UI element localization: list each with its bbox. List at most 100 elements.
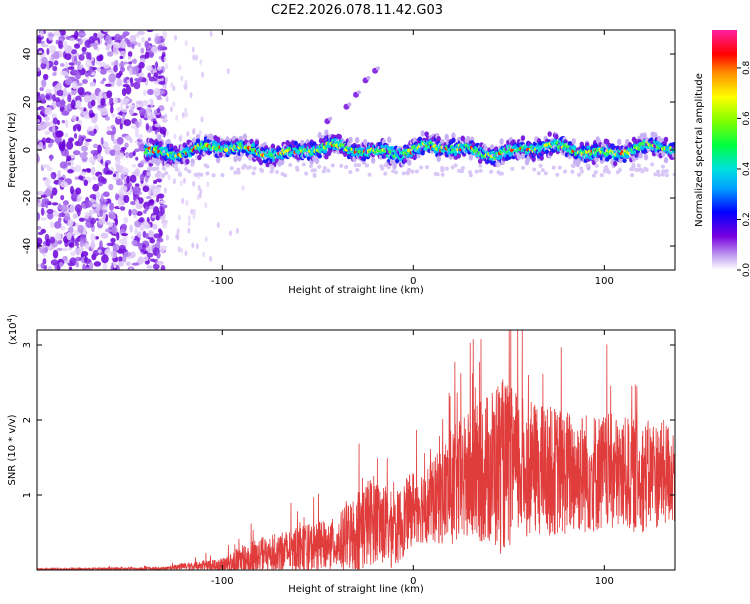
spectrogram-sparse-blob: [165, 129, 169, 136]
spectrogram-noise-blob: [61, 119, 66, 124]
spectrogram-noise-blob: [138, 61, 145, 69]
spectrogram-noise-blob: [148, 230, 154, 238]
spectrogram-noise-blob: [121, 108, 128, 113]
spectrogram-band-cell: [185, 158, 190, 165]
spectrogram-noise-blob: [160, 265, 166, 270]
spectrogram-noise-blob: [159, 126, 167, 135]
spectrogram-noise-blob: [152, 188, 159, 196]
spectrogram-noise-blob: [131, 262, 140, 266]
spectrogram-sparse-blob: [178, 135, 182, 142]
spectrogram-band-fringe: [489, 169, 494, 174]
spectrogram-noise-blob: [137, 256, 144, 265]
spectrogram-noise-blob: [121, 167, 129, 176]
spectrogram-noise-blob: [43, 121, 51, 128]
spectrogram-band-fringe: [499, 171, 504, 176]
spectrogram-noise-blob: [162, 30, 168, 39]
spectrogram-noise-blob: [75, 256, 82, 262]
spectrogram-noise-blob: [64, 119, 69, 129]
spectrogram-noise-blob: [42, 258, 47, 265]
spectrogram-noise-blob: [115, 182, 124, 186]
spectrogram-noise-blob: [142, 221, 149, 226]
spectrogram-noise-blob: [52, 249, 59, 259]
spectrogram-band-fringe: [594, 163, 599, 168]
spectrogram-band-cell: [420, 130, 425, 137]
spectrogram-noise-blob: [97, 249, 102, 254]
spectrogram-band-fringe: [664, 173, 669, 178]
spectrogram-noise-blob: [96, 67, 101, 72]
spectrogram-band-fringe: [460, 166, 465, 171]
spectrogram-noise-blob: [106, 90, 113, 99]
spectrogram-noise-blob: [132, 151, 136, 157]
spectrogram-noise-blob: [153, 87, 161, 97]
spectrogram-noise-blob: [149, 198, 155, 206]
spectrogram-sparse-blob: [187, 227, 191, 234]
spectrogram-noise-blob: [134, 183, 140, 187]
spectrogram-sparse-blob: [195, 243, 199, 250]
spectrogram-noise-blob: [61, 110, 70, 116]
spectrogram-band-cell: [293, 140, 298, 146]
spectrogram-noise-blob: [76, 100, 82, 108]
spectrogram-noise-blob: [133, 81, 141, 90]
spectrogram-noise-blob: [40, 40, 45, 45]
spectrogram-noise-blob: [118, 244, 126, 252]
spectrogram-sparse-blob: [209, 255, 213, 262]
spectrogram-sparse-blob: [185, 199, 189, 206]
spectrogram-noise-blob: [159, 115, 166, 120]
spectrogram-noise-blob: [123, 234, 128, 243]
spectrogram-noise-blob: [42, 73, 49, 81]
spectrogram-noise-blob: [128, 209, 132, 217]
spectrogram-noise-blob: [123, 119, 132, 127]
spectrogram-noise-blob: [123, 251, 131, 258]
spectrogram-band-cell: [516, 153, 522, 160]
spectrogram-noise-blob: [86, 168, 92, 173]
spectrogram-noise-blob: [91, 166, 96, 176]
spectrogram-noise-blob: [69, 185, 74, 195]
spectrogram-noise-blob: [51, 202, 59, 206]
spectrogram-noise-blob: [69, 37, 75, 42]
snr-ytick-label: 2: [22, 417, 33, 423]
spectrogram-sparse-blob: [167, 174, 171, 181]
spectrogram-band-cell: [451, 132, 456, 139]
spectrogram-noise-blob: [78, 32, 87, 37]
spectrogram-noise-blob: [105, 45, 110, 51]
spectrogram-noise-blob: [130, 200, 137, 206]
spectrogram-sparse-blob: [175, 114, 179, 121]
spectrogram-noise-blob: [53, 60, 59, 66]
spectrogram-noise-blob: [77, 89, 84, 94]
spectrogram-arc-point: [356, 90, 361, 95]
spectrogram-sparse-blob: [176, 228, 180, 235]
spectrogram-xtick-label: -100: [211, 276, 234, 287]
spectrogram-band-fringe: [521, 165, 526, 170]
spectrogram-band-cell: [417, 136, 423, 142]
spectrogram-noise-blob: [99, 69, 107, 75]
spectrogram-noise-blob: [93, 154, 98, 160]
spectrogram-noise-blob: [129, 224, 133, 233]
spectrogram-sparse-blob: [197, 184, 201, 191]
spectrogram-sparse-blob: [194, 54, 198, 61]
spectrogram-noise-blob: [128, 61, 133, 65]
spectrogram-ytick-label: 20: [22, 96, 33, 109]
spectrogram-band-fringe: [383, 163, 388, 168]
spectrogram-noise-blob: [60, 194, 65, 201]
spectrogram-band-fringe: [540, 168, 545, 173]
spectrogram-noise-blob: [59, 161, 68, 169]
spectrogram-noise-blob: [79, 240, 84, 248]
spectrogram-noise-blob: [47, 265, 53, 270]
spectrogram-sparse-blob: [190, 208, 194, 215]
spectrogram-noise-blob: [114, 150, 121, 156]
spectrogram-band-fringe: [444, 166, 449, 171]
spectrogram-noise-blob: [156, 66, 162, 71]
spectrogram-band-fringe: [591, 173, 596, 178]
spectrogram-noise-blob: [152, 259, 156, 263]
spectrogram-noise-blob: [104, 228, 113, 233]
spectrogram-band-fringe: [173, 164, 178, 169]
spectrogram-band-fringe: [274, 169, 279, 174]
spectrogram-band-fringe: [161, 173, 166, 178]
spectrogram-ytick-label: 0: [22, 147, 33, 153]
spectrogram-noise-blob: [47, 143, 52, 148]
spectrogram-noise-blob: [125, 105, 129, 109]
spectrogram-noise-blob: [54, 97, 61, 103]
spectrogram-noise-blob: [143, 255, 149, 262]
spectrogram-noise-blob: [128, 267, 133, 270]
spectrogram-band-fringe: [165, 163, 170, 168]
